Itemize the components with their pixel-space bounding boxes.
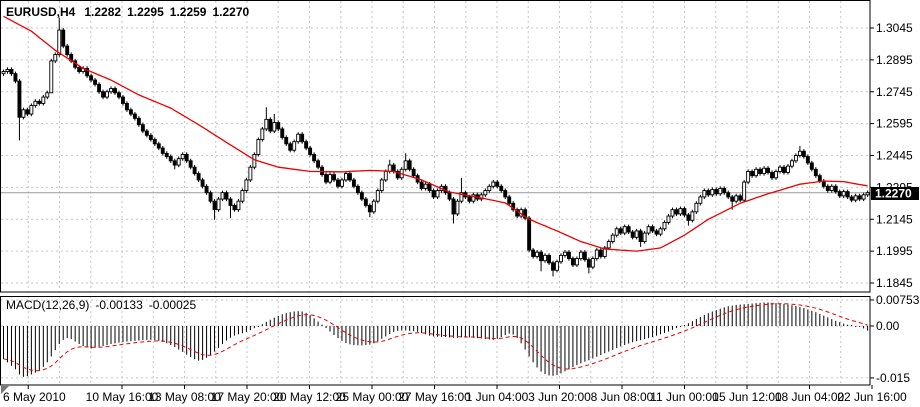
price-axis-label: 1.3045 (876, 21, 913, 35)
ohlc-high-value: 1.2295 (127, 5, 164, 19)
symbol-period-label: EURUSD,H4 (6, 5, 76, 19)
price-axis-label: 1.1995 (876, 244, 913, 258)
date-axis-label: 1 Jun 04:00 (466, 390, 529, 404)
date-axis-label: 25 May 00:00 (336, 390, 409, 404)
price-axis-label: 1.2445 (876, 149, 913, 163)
current-price-badge-bg (871, 187, 919, 200)
grid (1, 1, 870, 385)
macd-axis-label: 0.00 (876, 319, 900, 333)
price-axis-label: 1.1845 (876, 276, 913, 290)
macd-title: MACD(12,26,9) -0.00133 -0.00025 (6, 298, 196, 312)
date-axis-label: 8 Jun 08:00 (591, 390, 654, 404)
macd-axis: 0.00753 0.00 -0.015 (870, 293, 920, 385)
date-axis-label: 18 Jun 04:00 (775, 390, 845, 404)
date-axis-label: 20 May 12:00 (273, 390, 346, 404)
date-axis-label: 17 May 20:00 (211, 390, 284, 404)
date-axis-label: 27 May 16:00 (398, 390, 471, 404)
price-axis-label: 1.2595 (876, 117, 913, 131)
chart-title-ohlc: EURUSD,H4 1.2282 1.2295 1.2259 1.2270 (6, 5, 249, 19)
macd-histogram (3, 302, 869, 377)
ohlc-open-value: 1.2282 (84, 5, 121, 19)
date-axis-label: 11 Jun 00:00 (650, 390, 719, 404)
date-axis-label: 10 May 16:00 (86, 390, 159, 404)
date-axis-label: 13 May 08:00 (148, 390, 221, 404)
macd-axis-label: -0.015 (876, 371, 910, 385)
candlestick-series (1, 17, 870, 277)
price-axis: 1.30451.28951.27451.25951.24451.22951.21… (870, 21, 913, 290)
ohlc-low-value: 1.2259 (170, 5, 207, 19)
date-axis-label: 3 Jun 20:00 (528, 390, 591, 404)
date-axis-label: 15 Jun 12:00 (712, 390, 782, 404)
date-axis-label: 6 May 2010 (3, 390, 66, 404)
current-price-value: 1.2270 (875, 187, 912, 201)
date-axis-label: 22 Jun 16:00 (837, 390, 907, 404)
ohlc-close-value: 1.2270 (212, 5, 249, 19)
price-axis-label: 1.2745 (876, 85, 913, 99)
moving-average-line (3, 15, 868, 252)
current-price-badge: 1.2270 (871, 187, 919, 201)
price-axis-label: 1.2895 (876, 53, 913, 67)
macd-signal-value: -0.00025 (149, 298, 197, 312)
panel-borders (0, 0, 871, 386)
macd-main-value: -0.00133 (95, 298, 143, 312)
axis-corner-marker-icon (1, 386, 9, 394)
macd-signal-line (3, 303, 868, 372)
price-axis-label: 1.2145 (876, 212, 913, 226)
macd-axis-label: 0.00753 (876, 293, 920, 307)
macd-indicator-label: MACD(12,26,9) (6, 298, 89, 312)
